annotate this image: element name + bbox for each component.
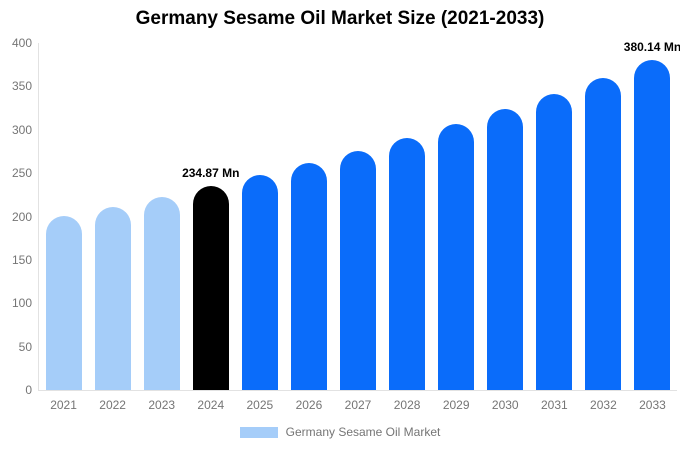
bar-group-2033: 2033 380.14 Mn [624,40,680,412]
bar-group-2023: 2023 [137,43,186,412]
x-axis-label-2026: 2026 [295,398,323,412]
legend: Germany Sesame Oil Market [0,425,680,439]
bar-group-2027: 2027 [333,43,382,412]
bar-2021[interactable] [45,216,82,390]
y-axis-tick-label: 400 [11,36,32,50]
x-axis-label-2033: 2033 [639,398,666,412]
x-axis-label-2030: 2030 [491,398,519,412]
y-axis-tick-label: 100 [11,296,32,311]
bar-group-2031: 2031 [530,43,579,412]
bar-2031[interactable] [536,93,573,390]
bar-2032[interactable] [585,77,622,390]
bar-group-2022: 2022 [88,43,137,412]
bar-group-2032: 2032 [579,43,628,412]
x-axis-label-2031: 2031 [540,398,568,412]
y-axis-tick-label: 250 [11,166,32,181]
bar-2022[interactable] [94,206,131,390]
plot-area: 2021 2022 2023 2024 234.87 Mn 2025 2026 2027 202… [38,40,680,412]
x-axis-label-2022: 2022 [99,398,126,412]
bar-group-2028: 2028 [383,43,432,412]
y-axis-tick-label: 200 [11,209,32,224]
bar-group-2029: 2029 [432,43,481,412]
x-axis-label-2028: 2028 [393,398,421,412]
y-axis-tick-label: 150 [11,252,32,267]
y-axis-tick-label: 0 [25,383,32,397]
bar-2023[interactable] [143,196,180,390]
y-axis-tick-label: 300 [11,122,32,137]
bar-group-2021: 2021 [39,43,88,412]
x-axis-label-2021: 2021 [50,398,77,412]
bar-2025[interactable] [241,175,278,390]
bar-2033[interactable] [634,60,671,390]
bar-value-label: 234.87 Mn [182,166,240,181]
x-axis-label-2029: 2029 [442,398,470,412]
y-axis-tick-label: 350 [11,79,32,94]
bar-group-2025: 2025 [235,43,284,412]
x-axis-label-2027: 2027 [344,398,372,412]
x-axis-label-2024: 2024 [197,398,225,412]
bar-group-2026: 2026 [284,43,333,412]
legend-label[interactable]: Germany Sesame Oil Market [285,425,441,439]
y-axis-tick-label: 50 [18,339,32,354]
x-axis-label-2023: 2023 [148,398,176,412]
bar-group-2024: 2024 234.87 Mn [182,43,239,412]
chart-title: Germany Sesame Oil Market Size (2021-203… [135,8,545,29]
x-axis-label-2025: 2025 [246,398,274,412]
bar-2026[interactable] [290,163,327,390]
bar-group-2030: 2030 [481,43,530,412]
bar-2027[interactable] [340,150,376,390]
bar-2029[interactable] [438,123,475,390]
x-axis-label-2032: 2032 [590,398,617,412]
bar-2028[interactable] [389,137,426,390]
bar-value-label: 380.14 Mn [623,40,680,55]
legend-swatch[interactable] [239,426,278,438]
bar-2030[interactable] [487,109,524,390]
bar-2024[interactable] [192,186,229,390]
